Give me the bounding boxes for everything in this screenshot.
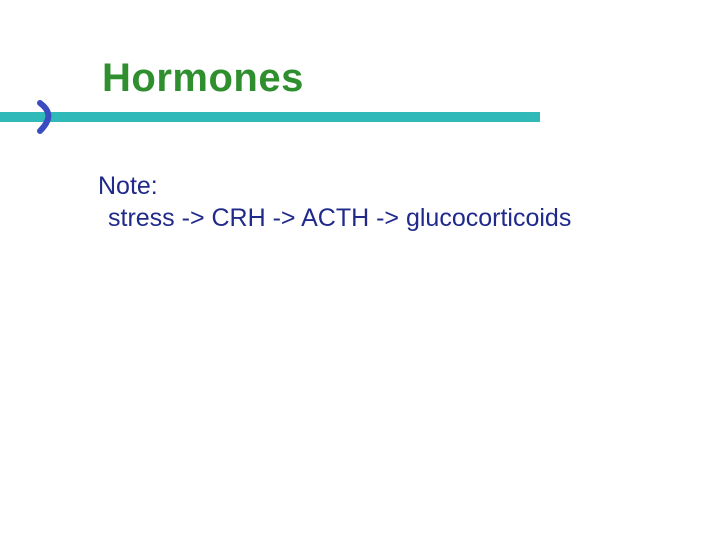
slide-title: Hormones — [102, 56, 304, 101]
note-label: Note: — [98, 170, 658, 202]
title-underline — [0, 112, 540, 122]
body-text: Note: stress -> CRH -> ACTH -> glucocort… — [98, 170, 658, 234]
hormone-pathway: stress -> CRH -> ACTH -> glucocorticoids — [98, 202, 658, 234]
accent-stroke-path — [40, 103, 48, 131]
slide: Hormones Note: stress -> CRH -> ACTH -> … — [0, 0, 720, 540]
accent-stroke-icon — [34, 99, 70, 135]
